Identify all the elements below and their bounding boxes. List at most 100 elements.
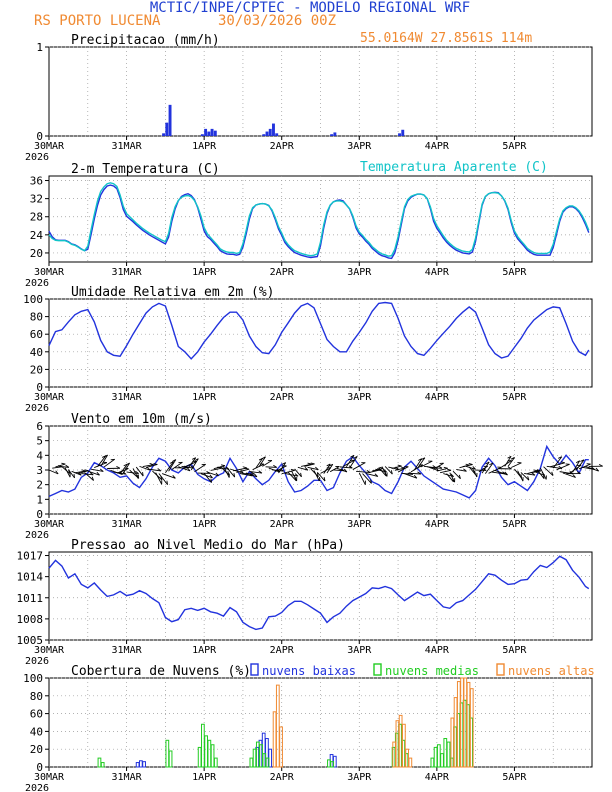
- wind-arrow-head: [390, 470, 393, 475]
- wind-arrow-head: [510, 457, 515, 460]
- wind-arrow-head: [421, 457, 426, 460]
- cloud-bar: [405, 748, 409, 768]
- wind-arrow: [449, 472, 455, 483]
- wind-arrow-head: [61, 462, 66, 465]
- wind-arrow-head: [370, 479, 372, 484]
- wind-arrow: [284, 472, 299, 477]
- wind-arrow-head: [557, 456, 562, 459]
- wind-arrow-head: [323, 477, 326, 482]
- clouds-xtick-label: 1APR: [192, 772, 217, 783]
- wind-arrow-head: [220, 464, 226, 467]
- wind-arrow: [439, 469, 452, 474]
- slp-year-label: 2026: [25, 656, 49, 667]
- wind-xtick-label: 1APR: [192, 519, 217, 530]
- precip-xtick-label: 31MAR: [112, 141, 143, 152]
- wind-arrow: [194, 464, 206, 473]
- wind-arrow-head: [153, 463, 158, 465]
- temp-series-line: [48, 182, 590, 257]
- wind-arrow-head: [472, 466, 476, 470]
- wind-arrow: [281, 469, 295, 475]
- precip-bar: [165, 122, 169, 136]
- wind-arrow: [161, 473, 176, 479]
- wind-arrow-head: [598, 463, 603, 467]
- precip-bar: [401, 129, 405, 136]
- wind-arrow-head: [227, 471, 230, 476]
- wind-xtick-label: 4APR: [425, 519, 450, 530]
- wind-arrow-head: [122, 471, 127, 475]
- wind-arrow: [436, 467, 448, 472]
- wind-arrow-head: [576, 471, 581, 474]
- precip-xtick-label: 3APR: [347, 141, 372, 152]
- wind-arrow-head: [531, 472, 536, 476]
- wind-arrow: [533, 470, 545, 476]
- wind-ytick-label: 0: [36, 508, 43, 521]
- wind-arrow-head: [489, 462, 494, 466]
- clouds-xtick-label: 4APR: [425, 772, 450, 783]
- wind-arrow: [462, 464, 473, 468]
- wind-arrow: [326, 463, 334, 474]
- wind-arrow-head: [343, 468, 348, 473]
- wind-xtick-label: 30MAR: [34, 519, 65, 530]
- wind-arrow-head: [250, 471, 255, 475]
- cloud-legend-swatch: [250, 663, 259, 676]
- wind-arrow: [171, 461, 183, 470]
- wind-arrow: [349, 456, 358, 469]
- temp-ytick-label: 24: [30, 229, 44, 242]
- wind-arrow: [427, 466, 439, 472]
- temp-xtick-label: 1APR: [192, 267, 217, 278]
- wind-arrow-head: [245, 467, 250, 470]
- rh-ytick-label: 80: [30, 311, 43, 324]
- meteogram-title: MCTIC/INPE/CPTEC - MODELO REGIONAL WRF: [150, 0, 470, 16]
- wind-arrow-head: [504, 471, 508, 476]
- cloud-bar: [252, 748, 257, 768]
- wind-arrow-head: [458, 474, 461, 479]
- cloud-bar: [168, 750, 173, 768]
- rh-xtick-label: 31MAR: [112, 392, 143, 403]
- wind-arrow: [329, 466, 340, 473]
- wind-arrow: [158, 473, 168, 485]
- wind-arrow-head: [397, 464, 402, 467]
- wind-arrow: [356, 470, 371, 474]
- wind-arrow-head: [432, 465, 437, 469]
- rh-xtick-label: 3APR: [347, 392, 372, 403]
- temp-legend-label: Temperatura Aparente (C): [360, 160, 548, 175]
- wind-arrow: [207, 471, 219, 477]
- cloud-bar: [443, 738, 448, 768]
- temp-xtick-label: 4APR: [425, 267, 450, 278]
- cloud-bar: [392, 741, 397, 768]
- wind-arrow-head: [300, 472, 302, 477]
- wind-arrow: [362, 473, 372, 484]
- wind-arrow: [507, 457, 515, 467]
- wind-arrow: [287, 472, 297, 482]
- wind-arrow-head: [438, 465, 443, 469]
- wind-arrow-head: [443, 466, 448, 469]
- wind-arrow-head: [468, 462, 473, 466]
- rh-xtick-label: 2APR: [270, 392, 295, 403]
- wind-arrow: [539, 467, 547, 480]
- wind-arrow-head: [125, 462, 130, 466]
- slp-series-line: [48, 555, 590, 631]
- wind-arrow: [178, 466, 191, 472]
- cloud-legend-swatch: [373, 663, 382, 676]
- cloud-bar: [272, 711, 277, 768]
- cloud-bar: [97, 757, 102, 768]
- slp-ytick-label: 1017: [17, 550, 44, 563]
- wind-arrow-head: [166, 480, 168, 485]
- wind-arrow-head: [187, 467, 191, 472]
- clouds-xtick-label: 5APR: [502, 772, 527, 783]
- rh-ytick-label: 0: [36, 381, 43, 394]
- wind-arrow: [223, 466, 230, 478]
- temp-ytick-label: 28: [30, 211, 43, 224]
- wind-arrow-head: [210, 478, 213, 483]
- wind-arrow-head: [595, 467, 599, 472]
- wind-arrow: [84, 472, 94, 481]
- rh-year-label: 2026: [25, 403, 49, 414]
- cloud-bar: [142, 761, 146, 768]
- wind-arrow-head: [304, 467, 309, 471]
- precip-bar: [162, 133, 166, 136]
- precip-bar: [272, 123, 275, 136]
- wind-arrow: [381, 466, 388, 477]
- slp-ytick-label: 1008: [17, 613, 44, 626]
- cloud-bar: [436, 744, 441, 768]
- wind-arrow: [226, 467, 236, 478]
